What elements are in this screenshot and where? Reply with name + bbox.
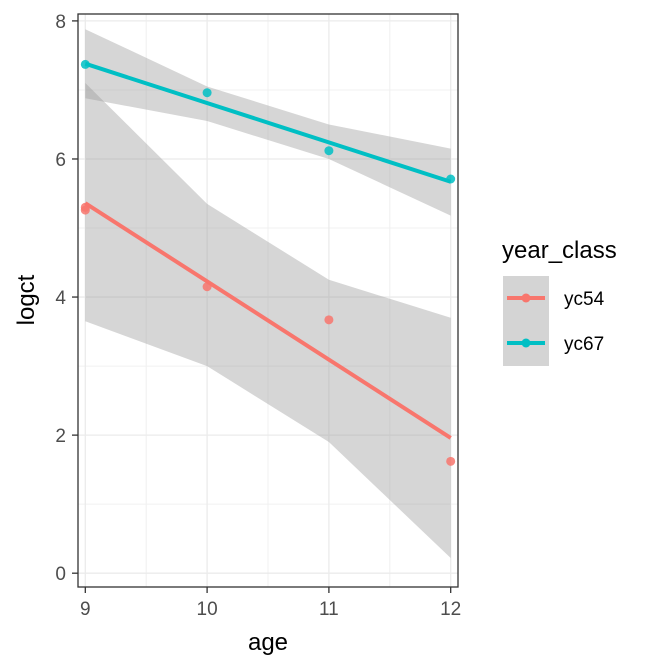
x-tick-label: 11 — [319, 599, 339, 620]
y-tick-label: 2 — [55, 426, 66, 447]
legend-label-yc67: yc67 — [564, 334, 604, 355]
y-tick-label: 0 — [55, 564, 66, 585]
data-point-yc54 — [446, 456, 456, 466]
legend-dot-yc67 — [521, 338, 531, 348]
y-tick-label: 8 — [55, 12, 66, 33]
data-point-yc67 — [80, 59, 90, 69]
x-tick-label: 9 — [80, 599, 91, 620]
legend: year_class yc54 yc67 — [502, 237, 617, 366]
grid — [78, 14, 458, 587]
panel-border — [77, 13, 459, 588]
data-point-yc67 — [446, 174, 456, 184]
fit-line-yc67 — [84, 61, 452, 184]
panel-frame — [77, 13, 459, 588]
x-axis-title: age — [248, 629, 288, 656]
data-point-yc54 — [80, 202, 90, 212]
data-point-yc54 — [324, 315, 334, 325]
legend-title: year_class — [502, 237, 617, 264]
data-point-yc54 — [202, 282, 212, 292]
axis-ticks: 9 10 11 12 0 2 4 6 8 — [55, 12, 461, 620]
y-tick-label: 4 — [55, 288, 66, 309]
legend-label-yc54: yc54 — [564, 289, 605, 310]
data-points — [80, 59, 456, 466]
data-point-yc67 — [202, 88, 212, 98]
y-axis-title: logct — [13, 274, 40, 325]
fit-line-yc54 — [84, 201, 452, 440]
data-point-yc67 — [324, 146, 334, 156]
x-tick-label: 12 — [440, 599, 461, 620]
fit-lines — [84, 61, 452, 440]
x-tick-label: 10 — [197, 599, 218, 620]
y-tick-label: 6 — [55, 150, 66, 171]
legend-dot-yc54 — [521, 293, 531, 303]
